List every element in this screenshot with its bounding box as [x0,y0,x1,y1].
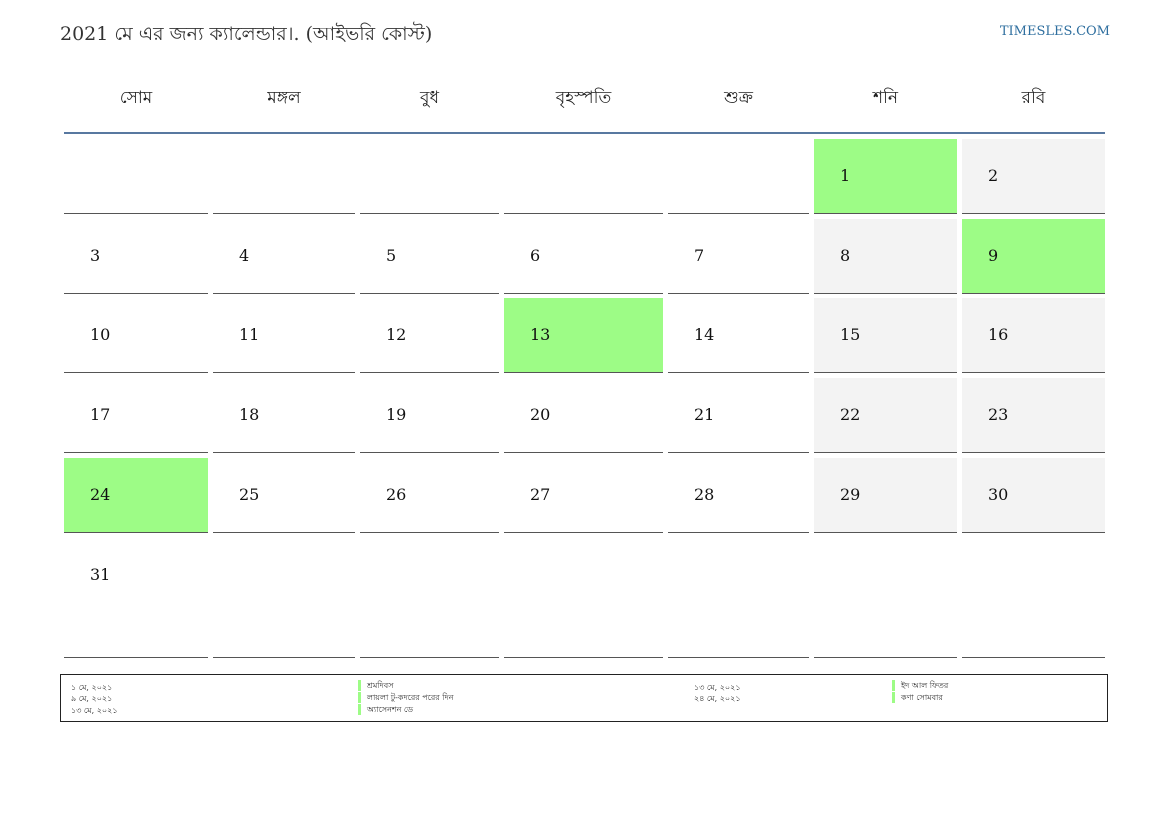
day-cell-27[interactable]: 27 [504,458,663,533]
day-number: 29 [840,485,861,504]
day-cell-24[interactable]: 24 [64,458,208,533]
day-cell-19[interactable]: 19 [360,378,499,453]
day-number: 2 [988,166,999,185]
day-cell-14[interactable]: 14 [668,298,809,373]
empty-day-cell [668,538,809,658]
weekday-header-wed: বুধ [420,88,439,108]
day-number: 4 [239,246,250,265]
day-number: 3 [90,246,101,265]
day-number: 6 [530,246,541,265]
holiday-name: অ্যাসেনশন ডে [358,704,413,715]
weekday-header-fri: শুক্র [724,88,753,108]
holiday-date: ১৩ মে, ২০২১ [694,683,741,692]
day-cell-15[interactable]: 15 [814,298,957,373]
day-number: 13 [530,325,551,344]
day-cell-3[interactable]: 3 [64,219,208,294]
empty-day-cell [504,139,663,214]
day-cell-2[interactable]: 2 [962,139,1105,214]
day-number: 27 [530,485,551,504]
day-number: 18 [239,405,260,424]
holiday-date: ১৩ মে, ২০২১ [71,706,118,715]
day-number: 14 [694,325,715,344]
day-cell-5[interactable]: 5 [360,219,499,294]
day-cell-9[interactable]: 9 [962,219,1105,294]
day-number: 17 [90,405,111,424]
empty-day-cell [504,538,663,658]
day-number: 16 [988,325,1009,344]
day-cell-11[interactable]: 11 [213,298,355,373]
empty-day-cell [213,139,355,214]
day-cell-26[interactable]: 26 [360,458,499,533]
site-link[interactable]: TIMESLES.COM [999,24,1110,39]
day-number: 31 [90,565,111,584]
empty-day-cell [668,139,809,214]
day-number: 9 [988,246,999,265]
day-cell-20[interactable]: 20 [504,378,663,453]
day-cell-7[interactable]: 7 [668,219,809,294]
day-number: 15 [840,325,861,344]
holiday-name: কণা সোমবার [892,692,943,703]
calendar-title: 2021 মে এর জন্য ক্যালেন্ডার।. (আইভরি কোস… [60,23,433,45]
day-number: 10 [90,325,111,344]
day-number: 1 [840,166,851,185]
holiday-date: ১ মে, ২০২১ [71,683,113,692]
day-cell-22[interactable]: 22 [814,378,957,453]
day-number: 22 [840,405,861,424]
day-number: 12 [386,325,407,344]
empty-day-cell [64,139,208,214]
day-cell-31[interactable]: 31 [64,538,208,658]
empty-day-cell [213,538,355,658]
day-number: 25 [239,485,260,504]
day-cell-29[interactable]: 29 [814,458,957,533]
day-number: 28 [694,485,715,504]
day-number: 11 [239,325,260,344]
empty-day-cell [360,139,499,214]
holiday-name: ইদ আল ফিতর [892,680,948,691]
day-cell-4[interactable]: 4 [213,219,355,294]
day-number: 20 [530,405,551,424]
day-cell-8[interactable]: 8 [814,219,957,294]
day-cell-16[interactable]: 16 [962,298,1105,373]
day-number: 23 [988,405,1009,424]
day-number: 24 [90,485,111,504]
day-cell-30[interactable]: 30 [962,458,1105,533]
day-number: 26 [386,485,407,504]
day-cell-13[interactable]: 13 [504,298,663,373]
holiday-name: শ্রমদিবস [358,680,394,691]
day-cell-21[interactable]: 21 [668,378,809,453]
weekday-header-tue: মঙ্গল [267,88,301,108]
holiday-name: লায়লা টু-কদরের পরের দিন [358,692,454,703]
day-number: 19 [386,405,407,424]
day-number: 8 [840,246,851,265]
day-cell-17[interactable]: 17 [64,378,208,453]
day-number: 30 [988,485,1009,504]
day-cell-12[interactable]: 12 [360,298,499,373]
empty-day-cell [814,538,957,658]
day-number: 21 [694,405,715,424]
day-cell-18[interactable]: 18 [213,378,355,453]
weekday-header-mon: সোম [119,88,153,108]
day-number: 7 [694,246,705,265]
holiday-legend: ১ মে, ২০২১ শ্রমদিবস ৯ মে, ২০২১ লায়লা টু-কদ… [60,674,1108,722]
empty-day-cell [360,538,499,658]
day-cell-6[interactable]: 6 [504,219,663,294]
weekday-header-row: সোম মঙ্গল বুধ বৃহস্পতি শুক্র শনি রবি [64,70,1105,134]
day-cell-1[interactable]: 1 [814,139,957,214]
empty-day-cell [962,538,1105,658]
day-cell-23[interactable]: 23 [962,378,1105,453]
holiday-date: ২৪ মে, ২০২১ [694,694,741,703]
day-cell-10[interactable]: 10 [64,298,208,373]
weekday-header-sun: রবি [1021,88,1046,108]
day-cell-28[interactable]: 28 [668,458,809,533]
weekday-header-sat: শনি [872,88,899,108]
weekday-header-thu: বৃহস্পতি [555,88,612,108]
day-cell-25[interactable]: 25 [213,458,355,533]
day-number: 5 [386,246,397,265]
holiday-date: ৯ মে, ২০২১ [71,694,113,703]
